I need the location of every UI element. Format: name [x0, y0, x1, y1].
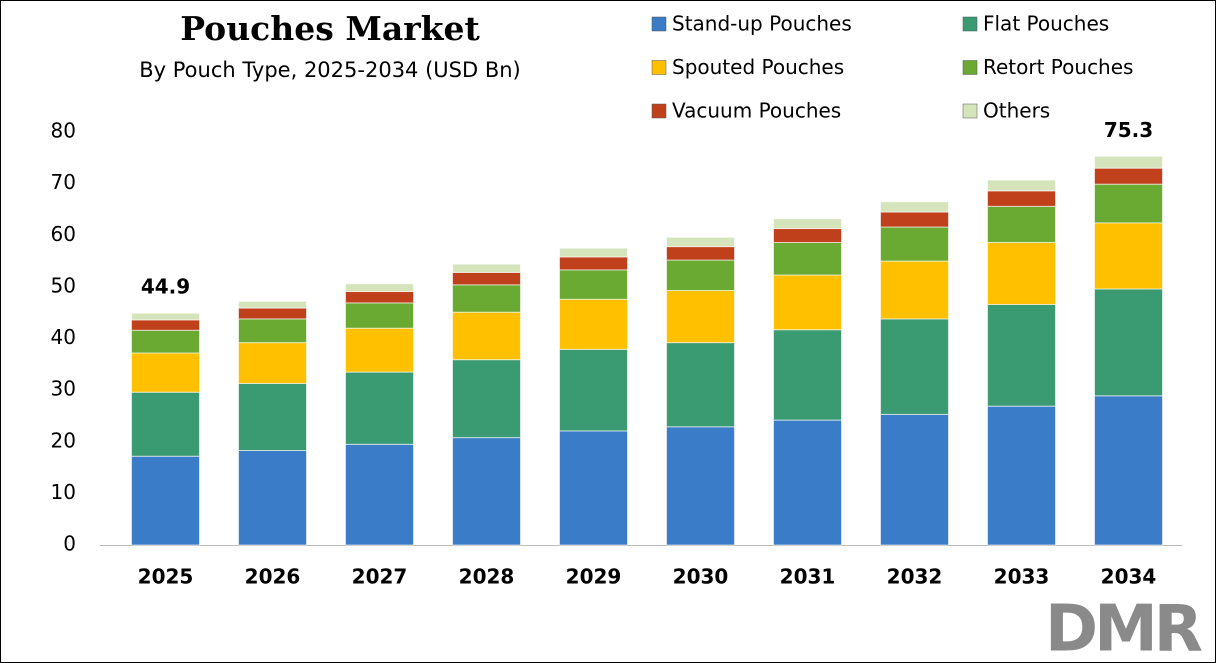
legend-label: Stand-up Pouches	[672, 12, 852, 36]
x-tick-label: 2032	[887, 565, 943, 589]
total-label: 75.3	[1104, 118, 1153, 142]
legend-swatch	[962, 16, 978, 32]
bar-segment	[131, 455, 200, 546]
bar-segment	[773, 218, 842, 230]
x-tick-label: 2028	[459, 565, 515, 589]
bar-segment	[773, 329, 842, 421]
bar-segment	[559, 256, 628, 271]
bar-segment	[987, 303, 1056, 407]
y-tick-label: 60	[51, 222, 76, 246]
y-tick-label: 0	[63, 532, 76, 556]
bar-segment	[666, 289, 735, 344]
bar-segment	[880, 226, 949, 262]
x-tick-label: 2026	[245, 565, 301, 589]
bar-segment	[452, 271, 521, 286]
bar-segment	[559, 298, 628, 350]
bar-segment	[1094, 395, 1163, 546]
bar-segment	[1094, 222, 1163, 290]
chart-title: Pouches Market	[180, 9, 480, 48]
bar-segment	[559, 269, 628, 300]
bar-segment	[238, 382, 307, 452]
total-label: 44.9	[141, 275, 190, 299]
legend-swatch	[651, 60, 667, 75]
bar-segment	[987, 190, 1056, 207]
bar-segment	[131, 352, 200, 393]
bar-segment	[987, 205, 1056, 243]
bar-segment	[345, 283, 414, 293]
bar-segment	[345, 302, 414, 329]
y-tick-label: 50	[51, 273, 76, 297]
legend-label: Retort Pouches	[983, 55, 1133, 79]
bar-segment	[880, 211, 949, 228]
bar-segment	[238, 450, 307, 546]
x-tick-label: 2030	[673, 565, 729, 589]
x-tick-label: 2025	[138, 565, 194, 589]
bar-segment	[345, 443, 414, 546]
bar-segment	[880, 318, 949, 415]
legend-swatch	[962, 103, 978, 119]
bar-segment	[1094, 288, 1163, 397]
bar-segment	[238, 300, 307, 309]
bar-segment	[1094, 183, 1163, 224]
legend-swatch	[962, 60, 978, 75]
y-tick-label: 80	[51, 119, 76, 143]
bar-segment	[773, 274, 842, 331]
bar-segment	[452, 284, 521, 313]
bar-segment	[238, 307, 307, 320]
bar-segment	[238, 342, 307, 384]
bar-segment	[773, 241, 842, 276]
bar-segment	[559, 348, 628, 432]
bar-segment	[666, 426, 735, 546]
bar-segment	[666, 236, 735, 248]
bar-segment	[1094, 167, 1163, 185]
y-tick-label: 20	[51, 428, 76, 452]
legend-label: Spouted Pouches	[672, 55, 844, 79]
bar-segment	[131, 391, 200, 457]
bar-segment	[131, 319, 200, 331]
bar-segment	[345, 371, 414, 445]
x-tick-label: 2034	[1101, 565, 1157, 589]
y-tick-label: 30	[51, 377, 76, 401]
bar-segment	[666, 246, 735, 261]
legend-swatch	[651, 103, 667, 119]
bar-segment	[880, 413, 949, 546]
x-tick-label: 2031	[780, 565, 836, 589]
bar-segment	[131, 329, 200, 354]
y-tick-label: 70	[51, 170, 76, 194]
legend-label: Vacuum Pouches	[672, 99, 841, 123]
bar-segment	[1094, 155, 1163, 169]
logo: DMR	[1045, 593, 1202, 663]
bar-segment	[987, 179, 1056, 192]
bar-segment	[452, 437, 521, 546]
bar-segment	[345, 291, 414, 304]
legend-label: Flat Pouches	[983, 12, 1109, 36]
bar-segment	[131, 312, 200, 321]
bar-segment	[452, 263, 521, 273]
chart-subtitle: By Pouch Type, 2025-2034 (USD Bn)	[139, 58, 521, 82]
bar-segment	[773, 228, 842, 243]
bar-segment	[666, 342, 735, 428]
legend-swatch	[651, 16, 667, 32]
y-tick-label: 40	[51, 325, 76, 349]
legend-label: Others	[983, 99, 1050, 123]
bar-segment	[880, 201, 949, 213]
bar-segment	[559, 430, 628, 546]
bar-segment	[666, 259, 735, 291]
bar-segment	[559, 247, 628, 258]
bar-segment	[987, 241, 1056, 305]
bar-segment	[345, 327, 414, 373]
bar-segment	[987, 405, 1056, 546]
x-tick-label: 2033	[994, 565, 1050, 589]
bar-segment	[452, 359, 521, 439]
bar-segment	[773, 419, 842, 546]
bar-segment	[238, 318, 307, 344]
x-tick-label: 2027	[352, 565, 408, 589]
x-tick-label: 2029	[566, 565, 622, 589]
y-tick-label: 10	[51, 480, 76, 504]
bar-segment	[452, 311, 521, 361]
bar-segment	[880, 260, 949, 320]
